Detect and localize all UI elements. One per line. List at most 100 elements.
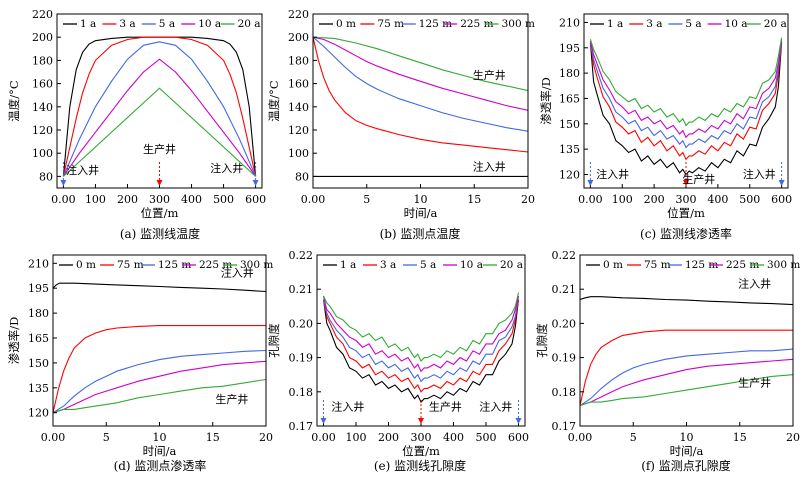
series-group bbox=[580, 296, 793, 407]
y-tick-label: 180 bbox=[32, 54, 53, 67]
x-axis-label: 位置/m bbox=[667, 206, 705, 220]
y-tick-label: 180 bbox=[288, 54, 309, 67]
x-tick-label: 10 bbox=[414, 193, 428, 206]
series-line-75m bbox=[580, 329, 793, 406]
well-marker-arrow bbox=[320, 418, 327, 424]
x-tick-label: 500 bbox=[739, 193, 760, 206]
x-tick-label: 20 bbox=[786, 431, 800, 444]
y-tick-label: 140 bbox=[288, 101, 309, 114]
y-tick-label: 0.22 bbox=[552, 249, 577, 262]
annotation-label: 注入井 bbox=[331, 400, 364, 414]
chart-d: 0.00 5 10 15 20 120 135 150 165 180 195 210 时间/a 渗透率/… bbox=[7, 254, 273, 473]
x-tick-label: 500 bbox=[476, 431, 497, 444]
series-line-20a bbox=[323, 292, 520, 362]
y-tick-label: 80 bbox=[295, 170, 309, 183]
legend: 0 m 75 m 125 m 225 m 300 m bbox=[59, 259, 273, 271]
y-tick-label: 135 bbox=[28, 382, 49, 395]
y-tick-label: 0.18 bbox=[552, 386, 577, 399]
well-marker-arrow bbox=[515, 418, 522, 424]
chart-caption: (b) 监测点温度 bbox=[380, 226, 461, 241]
series-line-10a bbox=[589, 39, 783, 139]
series-line-3a bbox=[589, 42, 783, 161]
legend-label: 10 a bbox=[725, 18, 748, 30]
series-line-225m bbox=[313, 36, 528, 111]
annotation-label: 注入井 bbox=[66, 163, 99, 177]
series-line-0m bbox=[53, 282, 266, 293]
x-axis-label: 时间/a bbox=[670, 444, 704, 458]
x-tick-label: 300 bbox=[149, 193, 170, 206]
x-tick-label: 0.00 bbox=[41, 431, 66, 444]
x-tick-label: 100 bbox=[612, 193, 633, 206]
y-tick-label: 135 bbox=[559, 143, 580, 156]
x-tick-label: 200 bbox=[117, 193, 138, 206]
x-tick-label: 500 bbox=[213, 193, 234, 206]
plot-frame bbox=[583, 13, 789, 189]
annotation-label: 注入井 bbox=[221, 266, 254, 280]
series-line-5a bbox=[322, 295, 520, 383]
legend-label: 125 m bbox=[419, 18, 452, 30]
y-tick-label: 165 bbox=[559, 92, 580, 105]
annotation-label: 生产井 bbox=[429, 400, 462, 414]
x-tick-label: 15 bbox=[206, 431, 220, 444]
legend-label: 75 m bbox=[117, 259, 144, 271]
legend-label: 20 a bbox=[238, 18, 261, 30]
legend-label: 225 m bbox=[460, 18, 493, 30]
series-line-225m bbox=[580, 358, 793, 407]
series-line-5a bbox=[62, 41, 257, 177]
series-group bbox=[62, 36, 257, 177]
annotation-label: 注入井 bbox=[743, 167, 776, 181]
y-tick-label: 220 bbox=[288, 8, 309, 21]
legend-label: 300 m bbox=[767, 259, 800, 271]
legend-label: 75 m bbox=[377, 18, 404, 30]
y-tick-label: 80 bbox=[39, 170, 53, 183]
x-tick-label: 400 bbox=[443, 431, 464, 444]
x-tick-label: 5 bbox=[630, 431, 637, 444]
x-tick-label: 20 bbox=[521, 193, 535, 206]
legend-label: 3 a bbox=[380, 259, 396, 271]
y-tick-label: 180 bbox=[559, 67, 580, 80]
y-axis-label: 孔隙度 bbox=[267, 323, 281, 358]
series-group bbox=[589, 37, 783, 176]
y-tick-label: 120 bbox=[559, 168, 580, 181]
chart-a: 0.00 100 200 300 400 500 600 80 100 120 140 160 180 2… bbox=[7, 8, 266, 241]
legend-label: 1 a bbox=[80, 18, 96, 30]
y-tick-label: 200 bbox=[32, 31, 53, 44]
x-tick-label: 100 bbox=[85, 193, 106, 206]
x-axis-label: 位置/m bbox=[402, 444, 440, 458]
x-tick-label: 10 bbox=[153, 431, 167, 444]
well-marker-arrow bbox=[778, 180, 785, 186]
y-axis-label: 温度/°C bbox=[7, 80, 21, 122]
chart-caption: (e) 监测线孔隙度 bbox=[374, 458, 466, 473]
y-tick-label: 0.19 bbox=[552, 352, 577, 365]
x-tick-label: 200 bbox=[644, 193, 665, 206]
x-tick-label: 400 bbox=[181, 193, 202, 206]
y-tick-label: 120 bbox=[288, 124, 309, 137]
series-line-1a bbox=[322, 299, 520, 404]
y-tick-label: 100 bbox=[288, 147, 309, 160]
legend-label: 0 m bbox=[336, 18, 356, 30]
legend-label: 5 a bbox=[685, 18, 701, 30]
x-tick-label: 0.00 bbox=[568, 431, 593, 444]
legend-label: 1 a bbox=[340, 259, 356, 271]
y-tick-label: 0.17 bbox=[289, 420, 314, 433]
y-tick-label: 0.19 bbox=[289, 352, 314, 365]
y-tick-label: 195 bbox=[28, 282, 49, 295]
series-line-10a bbox=[62, 58, 257, 177]
y-tick-label: 180 bbox=[28, 307, 49, 320]
legend-label: 5 a bbox=[420, 259, 436, 271]
legend-label: 1 a bbox=[607, 18, 623, 30]
y-tick-label: 0.21 bbox=[289, 283, 314, 296]
y-tick-label: 0.20 bbox=[552, 317, 577, 330]
series-line-5a bbox=[589, 40, 783, 149]
well-marker-arrow bbox=[60, 180, 67, 186]
annotation-label: 生产井 bbox=[682, 172, 715, 186]
y-axis-label: 温度/°C bbox=[267, 80, 281, 122]
legend-label: 300 m bbox=[502, 18, 535, 30]
legend-label: 10 a bbox=[198, 18, 221, 30]
y-axis-label: 渗透率/D bbox=[539, 77, 553, 125]
y-tick-label: 120 bbox=[32, 124, 53, 137]
x-tick-label: 0.00 bbox=[301, 193, 326, 206]
series-line-20a bbox=[63, 87, 256, 177]
y-tick-label: 0.20 bbox=[289, 317, 314, 330]
